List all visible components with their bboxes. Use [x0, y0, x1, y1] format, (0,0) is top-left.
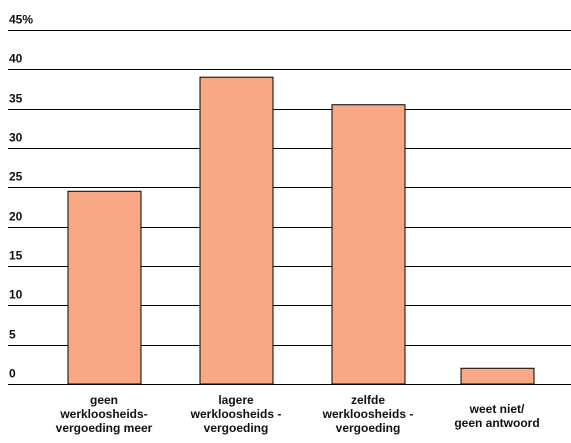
y-tick-label-5: 5 — [9, 328, 16, 342]
bar-1 — [67, 190, 142, 385]
y-tick-label-40: 40 — [9, 52, 23, 66]
x-category-label-line: werkloosheids - — [190, 407, 282, 421]
x-category-label-2: lagere werkloosheids -vergoeding — [190, 393, 282, 435]
bar-2 — [199, 76, 274, 385]
x-category-label-line: geen — [90, 393, 118, 407]
x-category-label-line: vergoeding meer — [56, 421, 153, 435]
x-category-label-line: zelfde — [351, 393, 385, 407]
bar-4 — [460, 367, 535, 385]
y-tick-label-10: 10 — [9, 288, 23, 302]
bar-3 — [331, 104, 406, 385]
x-category-label-line: weet niet/ — [469, 402, 525, 416]
x-category-label-line: lagere — [218, 393, 254, 407]
y-tick-label-0: 0 — [9, 367, 16, 381]
x-category-label-line: werkloosheids- — [59, 407, 147, 421]
x-category-label-1: geen werkloosheids-vergoeding meer — [56, 393, 153, 435]
x-category-label-3: zelfde werkloosheids -vergoeding — [322, 393, 414, 435]
y-tick-label-45: 45% — [9, 13, 33, 27]
bars — [67, 76, 535, 385]
y-tick-label-15: 15 — [9, 249, 23, 263]
y-tick-label-20: 20 — [9, 210, 23, 224]
x-category-label-line: vergoeding — [336, 421, 401, 435]
y-tick-label-35: 35 — [9, 92, 23, 106]
x-category-label-line: werkloosheids - — [322, 407, 414, 421]
y-axis-tick-labels: 0 5 10 15 20 25 30 35 40 45% — [9, 13, 33, 381]
y-tick-label-25: 25 — [9, 170, 23, 184]
x-category-label-line: vergoeding — [204, 421, 269, 435]
y-tick-label-30: 30 — [9, 131, 23, 145]
x-category-label-4: weet niet/geen antwoord — [454, 402, 539, 430]
x-category-label-line: geen antwoord — [454, 416, 539, 430]
